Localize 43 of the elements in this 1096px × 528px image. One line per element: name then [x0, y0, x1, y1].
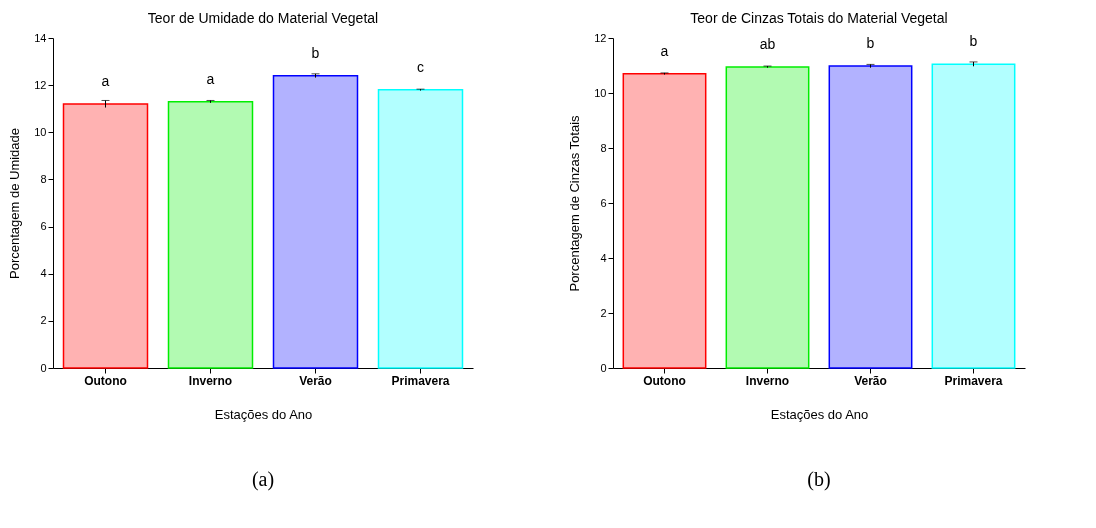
x-tick-label: Primavera	[391, 373, 450, 388]
x-tick-label: Outono	[84, 373, 127, 388]
annotation: a	[101, 73, 110, 89]
x-tick-label: Inverno	[745, 373, 790, 388]
x-axis-title: Estações do Ano	[770, 406, 869, 422]
x-axis-title: Estações do Ano	[214, 406, 313, 422]
y-tick-label: 6	[600, 196, 607, 209]
annotation: b	[866, 35, 875, 52]
y-tick-label: 12	[594, 31, 607, 44]
y-axis-title: Porcentagem de Umidade	[7, 127, 23, 280]
annotation: ab	[759, 35, 776, 52]
text: (a)	[251, 468, 275, 491]
chart-title: Teor de Umidade do Material Vegetal	[147, 10, 379, 26]
y-tick-label: 2	[600, 306, 607, 319]
annotation: a	[206, 70, 215, 87]
y-tick-label: 12	[34, 78, 47, 91]
chart-title: Teor de Cinzas Totais do Material Vegetal	[690, 10, 948, 26]
x-tick-label: Inverno	[188, 373, 233, 388]
bar	[272, 74, 359, 369]
y-tick-label: 14	[34, 31, 47, 44]
bar	[62, 103, 149, 369]
y-tick-label: 0	[600, 361, 607, 374]
y-tick-label: 2	[40, 314, 47, 327]
annotation: b	[969, 33, 978, 50]
x-tick-label: Verão	[299, 373, 332, 388]
annotation: b	[311, 44, 320, 61]
y-tick-label: 10	[594, 86, 607, 99]
y-tick-label: 8	[40, 172, 47, 185]
x-tick-label: Outono	[643, 373, 686, 388]
y-axis-title: Porcentagem de Cinzas Totais	[567, 114, 583, 292]
x-tick-label: Verão	[854, 373, 887, 388]
y-tick-label: 8	[600, 141, 607, 154]
y-tick-label: 6	[40, 220, 47, 233]
annotation: c	[417, 58, 424, 75]
annotation: a	[660, 42, 669, 59]
y-tick-label: 0	[40, 361, 47, 374]
y-tick-label: 4	[600, 251, 607, 264]
y-tick-label: 4	[40, 267, 47, 280]
x-tick-label: Primavera	[944, 373, 1003, 388]
text: (b)	[807, 468, 831, 491]
bar	[167, 100, 254, 369]
y-tick-label: 10	[34, 125, 47, 138]
bar	[377, 89, 464, 369]
